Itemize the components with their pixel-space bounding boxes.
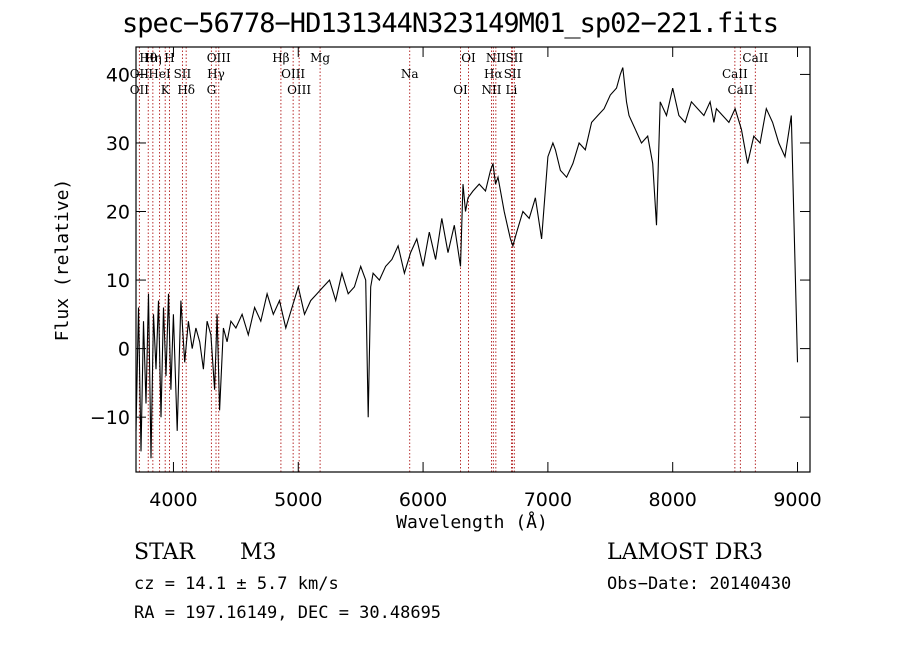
line-labels: HθOIIOIIHηHeIKHSIIHδOIIIHγGHβOIIIOIIIMgN… <box>130 51 769 97</box>
y-axis-title: Flux (relative) <box>52 179 73 342</box>
line-label: Hβ <box>272 51 289 65</box>
y-tick-label: 0 <box>118 339 130 361</box>
line-label: OIII <box>207 51 231 65</box>
line-label: SII <box>505 51 523 65</box>
line-label: CaII <box>722 67 748 81</box>
line-label: K <box>161 83 171 97</box>
line-label: NII <box>486 51 506 65</box>
coordinates: RA = 197.16149, DEC = 30.48695 <box>134 603 442 623</box>
plot-frame <box>135 46 811 473</box>
line-label: H <box>164 51 174 65</box>
line-label: NII <box>481 83 501 97</box>
obs-date: Obs−Date: 20140430 <box>607 574 792 594</box>
line-label: Hθ <box>139 51 157 65</box>
object-class: STAR <box>134 540 195 565</box>
line-label: OIII <box>287 83 311 97</box>
x-tick-label: 5000 <box>274 489 322 511</box>
y-tick-label: 40 <box>106 64 130 86</box>
line-label: SII <box>504 67 522 81</box>
x-tick-label: 7000 <box>524 489 572 511</box>
survey-name: LAMOST DR3 <box>607 540 763 565</box>
y-tick-label: 30 <box>106 133 130 155</box>
line-label: OIII <box>281 67 305 81</box>
y-tick-label: −10 <box>90 407 130 429</box>
axis-ticks: 4000 5000 6000 7000 8000 9000 −10 0 10 20 30 40 <box>90 47 822 511</box>
line-label: OI <box>461 51 476 65</box>
y-tick-label: 20 <box>106 202 130 224</box>
line-label: HeI <box>148 67 171 81</box>
line-label: OI <box>453 83 468 97</box>
line-label: OII <box>130 67 150 81</box>
line-label: Na <box>401 67 419 81</box>
x-tick-label: 4000 <box>149 489 197 511</box>
chart-title: spec−56778−HD131344N323149M01_sp02−221.f… <box>122 8 779 39</box>
emission-line-markers <box>138 47 756 472</box>
subclass: M3 <box>240 540 277 565</box>
x-tick-label: 9000 <box>773 489 821 511</box>
y-tick-label: 10 <box>106 270 130 292</box>
line-label: Hγ <box>207 67 225 81</box>
x-axis-title: Wavelength (Å) <box>396 511 548 533</box>
line-label: Hα <box>484 67 503 81</box>
line-label: Li <box>506 83 518 97</box>
line-label: SII <box>174 67 192 81</box>
line-label: Hδ <box>177 83 195 97</box>
spectrum-series-line <box>135 67 799 459</box>
line-label: Mg <box>310 51 330 65</box>
line-label: Hη <box>144 51 162 65</box>
line-label: CaII <box>742 51 768 65</box>
redshift-cz: cz = 14.1 ± 5.7 km/s <box>134 574 339 594</box>
x-tick-label: 8000 <box>649 489 697 511</box>
line-label: G <box>207 83 217 97</box>
x-tick-label: 6000 <box>399 489 447 511</box>
line-label: CaII <box>727 83 753 97</box>
line-label: OII <box>130 83 150 97</box>
